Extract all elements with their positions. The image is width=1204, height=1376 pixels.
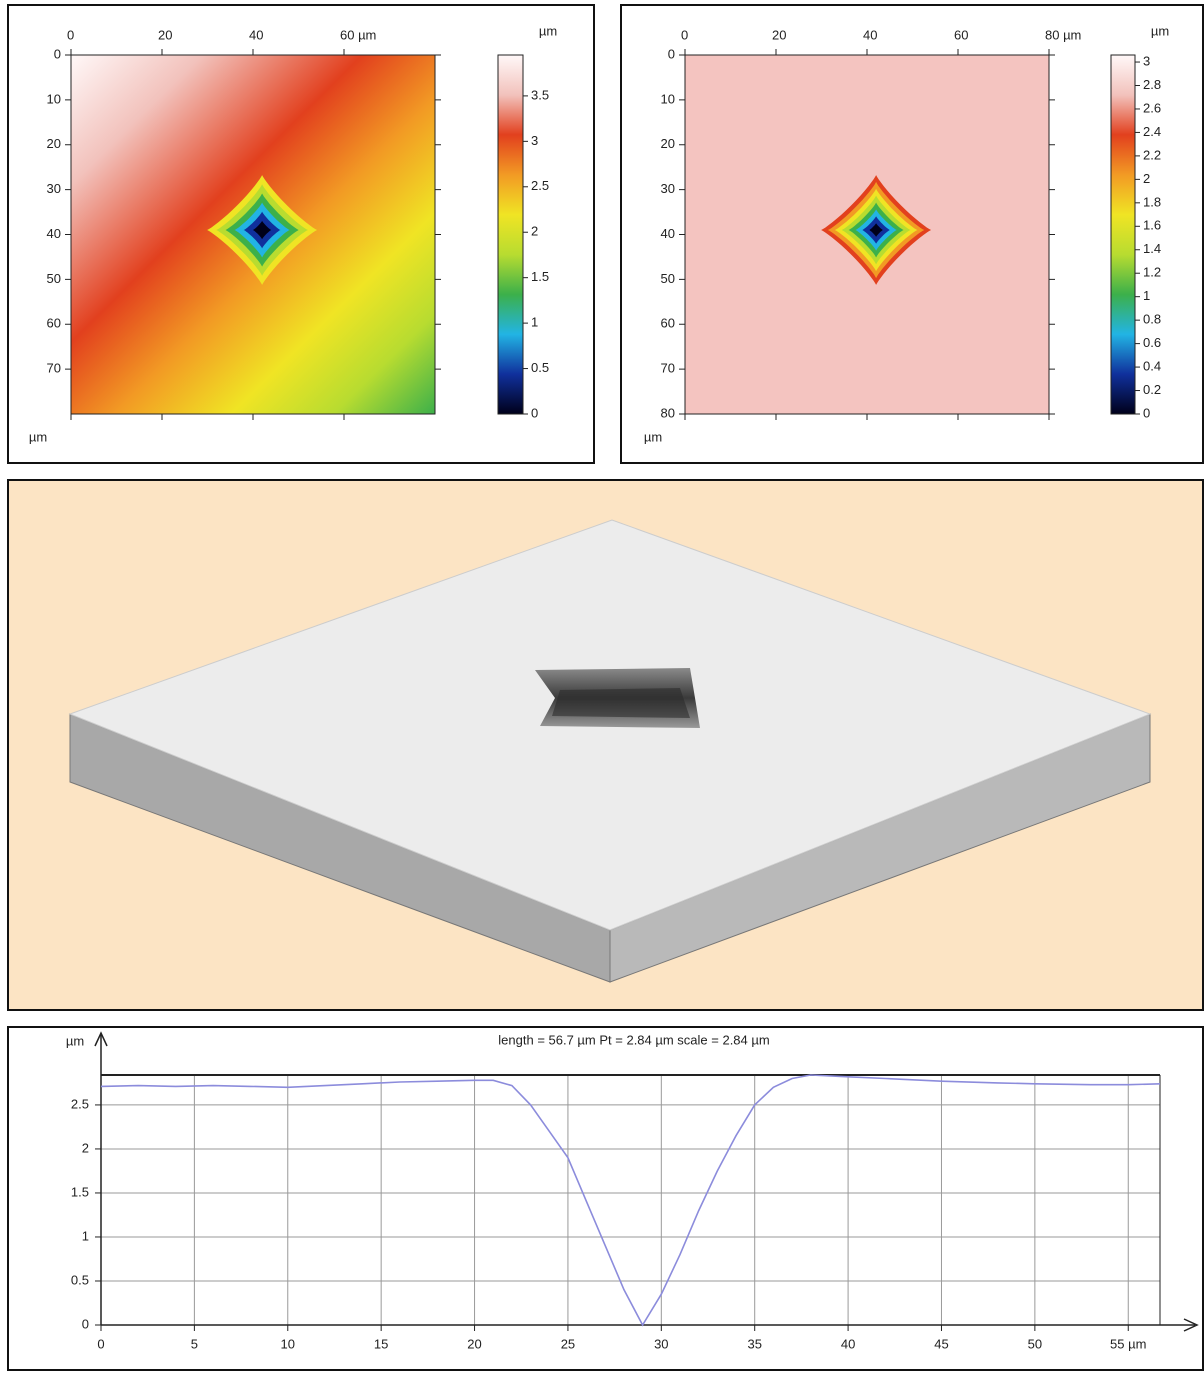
colorbar-tick-label: 2.5: [531, 178, 549, 193]
colorbar-label: µm: [1151, 23, 1169, 38]
colorbar-tick-label: 2.4: [1143, 124, 1161, 139]
colorbar-tick-label: 2.8: [1143, 77, 1161, 92]
colorbar-tick-label: 0.5: [531, 360, 549, 375]
y-tick-label: 40: [661, 226, 675, 241]
colorbar-tick-label: 2: [531, 224, 538, 239]
colorbar-tick-label: 0.6: [1143, 335, 1161, 350]
y-tick-label: 70: [47, 361, 61, 376]
x-tick-label: 0: [681, 27, 688, 42]
profile-line: [100, 1074, 1161, 1327]
indent-floor: [552, 688, 690, 718]
y-tick-label: 0: [668, 46, 675, 61]
y-tick-label: 0: [82, 1316, 89, 1331]
colorbar-tick-label: 3: [531, 133, 538, 148]
colorbar-tick-label: 0.2: [1143, 382, 1161, 397]
y-axis-label: µm: [66, 1033, 84, 1048]
y-tick-label: 0.5: [71, 1272, 89, 1287]
x-tick-label: 40: [841, 1336, 855, 1351]
surface-3d: [68, 519, 1152, 983]
y-tick-label: 2.5: [71, 1096, 89, 1111]
axis-unit: µm: [29, 429, 47, 444]
x-tick-label: 40: [863, 27, 877, 42]
indent-contour: [869, 223, 883, 237]
y-tick-label: 30: [661, 181, 675, 196]
axis-unit: µm: [644, 429, 662, 444]
y-tick-label: 40: [47, 226, 61, 241]
colorbar-tick-label: 1.5: [531, 269, 549, 284]
colorbar-tick-label: 2.6: [1143, 100, 1161, 115]
colorbar-tick-label: 1.8: [1143, 194, 1161, 209]
y-tick-label: 50: [661, 271, 675, 286]
x-tick-label: 80 µm: [1045, 27, 1081, 42]
y-tick-label: 70: [661, 361, 675, 376]
colorbar-tick-label: 2: [1143, 171, 1150, 186]
colorbar-tick-label: 3: [1143, 53, 1150, 68]
y-tick-label: 1.5: [71, 1184, 89, 1199]
x-tick-label: 20: [772, 27, 786, 42]
y-tick-label: 80: [661, 405, 675, 420]
colorbar-tick-label: 1.2: [1143, 265, 1161, 280]
colorbar-tick-label: 2.2: [1143, 147, 1161, 162]
y-tick-label: 10: [661, 91, 675, 106]
x-tick-label: 50: [1028, 1336, 1042, 1351]
x-tick-label: 0: [97, 1336, 104, 1351]
colorbar-label: µm: [539, 23, 557, 38]
colorbar-tick-label: 0.4: [1143, 359, 1161, 374]
x-tick-label: 25: [561, 1336, 575, 1351]
x-tick-label: 60: [954, 27, 968, 42]
colorbar-tick-label: 1.6: [1143, 218, 1161, 233]
y-tick-label: 20: [661, 136, 675, 151]
colorbar-tick-label: 1: [1143, 288, 1150, 303]
x-tick-label: 40: [249, 27, 263, 42]
x-tick-label: 35: [747, 1336, 761, 1351]
y-tick-label: 60: [47, 316, 61, 331]
y-tick-label: 0: [54, 46, 61, 61]
x-tick-label: 5: [191, 1336, 198, 1351]
colorbar: [497, 54, 524, 415]
colorbar-tick-label: 1: [531, 315, 538, 330]
indent-contour: [252, 220, 272, 240]
y-tick-label: 60: [661, 316, 675, 331]
y-tick-label: 2: [82, 1140, 89, 1155]
chart-title: length = 56.7 µm Pt = 2.84 µm scale = 2.…: [498, 1032, 769, 1047]
panel: [7, 1026, 1204, 1371]
y-tick-label: 30: [47, 181, 61, 196]
x-tick-label: 20: [467, 1336, 481, 1351]
colorbar-tick-label: 3.5: [531, 87, 549, 102]
y-tick-label: 10: [47, 91, 61, 106]
colorbar-tick-label: 0.8: [1143, 312, 1161, 327]
x-tick-label: 20: [158, 27, 172, 42]
colorbar-tick-label: 1.4: [1143, 241, 1161, 256]
y-tick-label: 1: [82, 1228, 89, 1243]
y-arrow: [94, 1031, 108, 1047]
colorbar: [1110, 54, 1136, 415]
x-arrow: [1183, 1318, 1199, 1332]
x-tick-label: 0: [67, 27, 74, 42]
y-tick-label: 20: [47, 136, 61, 151]
x-tick-label: 15: [374, 1336, 388, 1351]
x-tick-label: 30: [654, 1336, 668, 1351]
x-tick-label: 60 µm: [340, 27, 376, 42]
x-tick-label: 45: [934, 1336, 948, 1351]
x-tick-label: 10: [281, 1336, 295, 1351]
colorbar-tick-label: 0: [531, 405, 538, 420]
colorbar-tick-label: 0: [1143, 405, 1150, 420]
x-tick-label: 55 µm: [1110, 1336, 1146, 1351]
y-tick-label: 50: [47, 271, 61, 286]
